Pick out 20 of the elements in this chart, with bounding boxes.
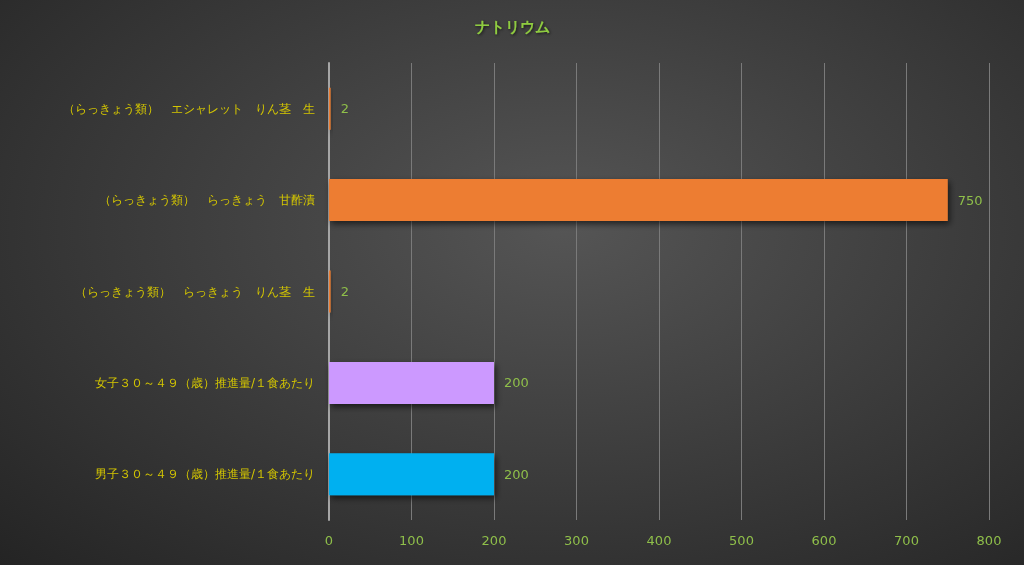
x-tick-label: 0 xyxy=(324,533,334,548)
x-tick-label: 700 xyxy=(894,533,919,548)
data-label: 750 xyxy=(957,192,983,208)
data-label: 2 xyxy=(340,284,349,299)
x-tick-label: 600 xyxy=(811,533,837,548)
x-tick-label: 500 xyxy=(729,533,754,548)
x-tick-label: 300 xyxy=(564,533,589,548)
y-tick-label: （らっきょう類） らっきょう 甘酢漬 xyxy=(99,193,315,208)
y-tick-label: （らっきょう類） らっきょう りん茎 生 xyxy=(75,284,315,299)
data-label: 200 xyxy=(504,375,529,391)
y-tick-label: （らっきょう類） エシャレット りん茎 生 xyxy=(63,101,315,116)
x-tick-label: 100 xyxy=(399,533,424,548)
data-label: 200 xyxy=(504,466,529,482)
x-tick-label: 400 xyxy=(646,533,672,548)
x-tick-label: 800 xyxy=(976,533,1002,548)
data-label: 2 xyxy=(340,101,349,117)
y-tick-label: 男子３０～４９（歳）推進量/１食あたり xyxy=(94,467,315,482)
chart-title: ナトリウム xyxy=(474,17,550,36)
x-tick-label: 200 xyxy=(481,533,507,548)
y-tick-label: 女子３０～４９（歳）推進量/１食あたり xyxy=(94,375,315,390)
